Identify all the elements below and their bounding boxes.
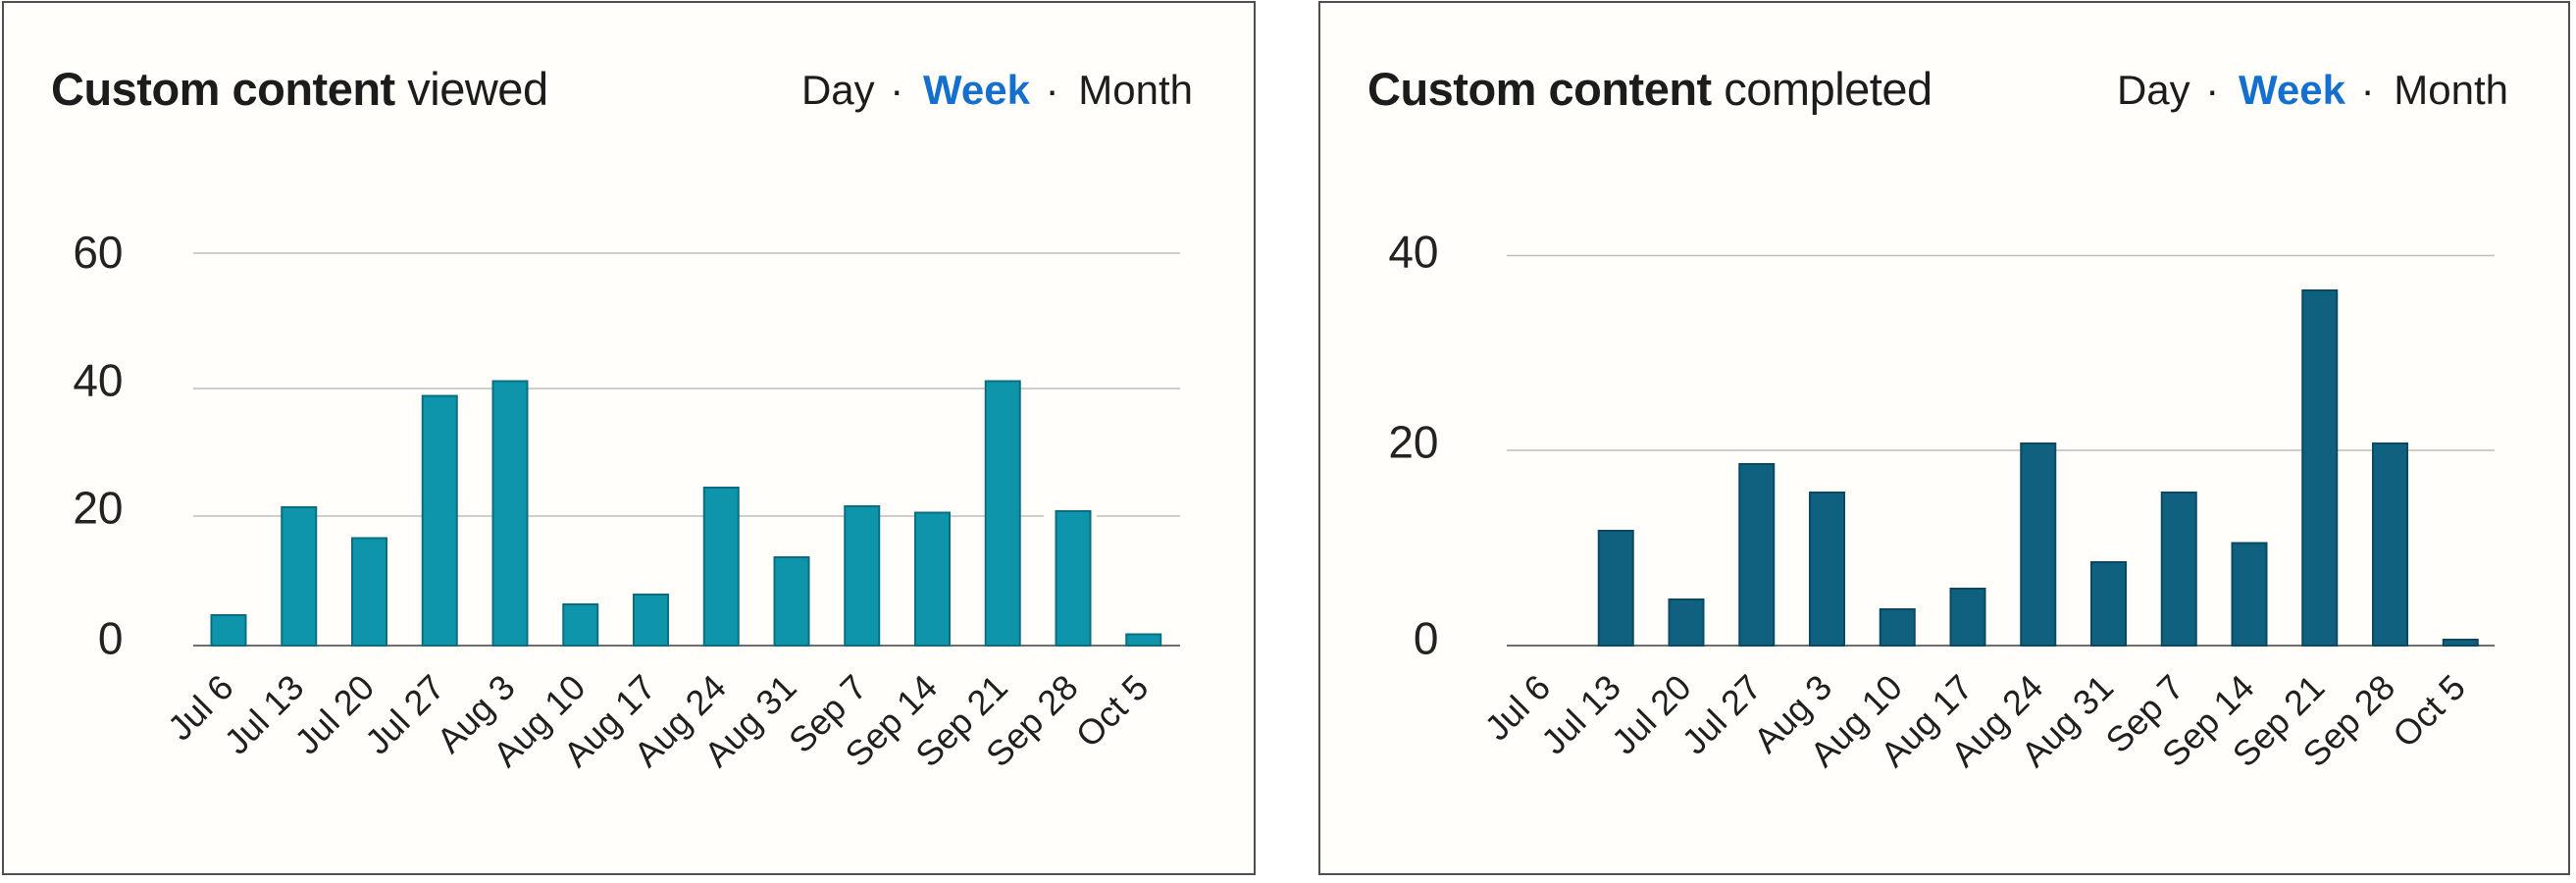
svg-text:20: 20: [1388, 417, 1438, 468]
svg-text:0: 0: [1414, 613, 1439, 664]
svg-text:0: 0: [98, 613, 124, 664]
svg-text:40: 40: [73, 355, 123, 406]
svg-text:20: 20: [73, 483, 123, 534]
svg-text:40: 40: [1388, 227, 1438, 278]
svg-text:Custom content viewed: Custom content viewed: [51, 63, 548, 115]
svg-text:Day · Week · Month: Day · Week · Month: [2117, 67, 2508, 113]
svg-text:Custom content completed: Custom content completed: [1367, 63, 1932, 115]
svg-text:60: 60: [73, 227, 123, 278]
svg-text:Day · Week · Month: Day · Week · Month: [801, 67, 1193, 113]
